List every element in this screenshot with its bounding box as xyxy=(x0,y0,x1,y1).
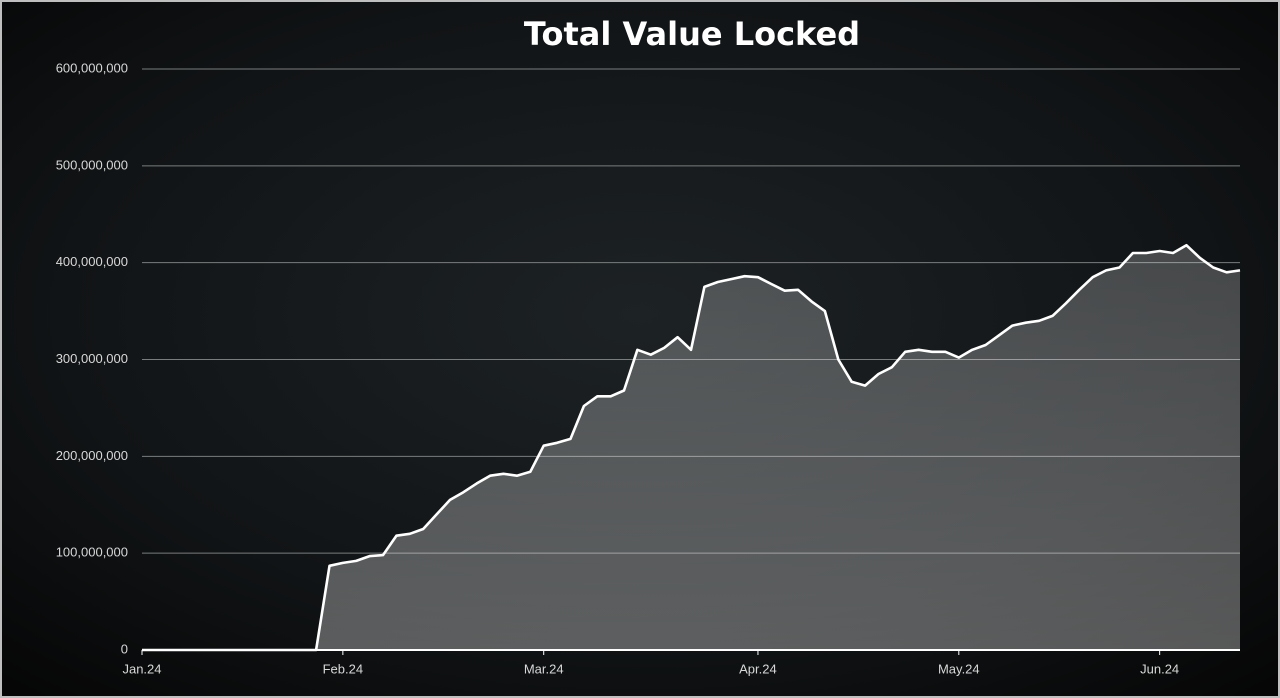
x-tick-label: May.24 xyxy=(938,661,980,676)
y-tick-label: 200,000,000 xyxy=(56,448,128,463)
y-tick-label: 100,000,000 xyxy=(56,545,128,560)
x-tick-label: Feb.24 xyxy=(323,661,363,676)
x-tick-label: Apr.24 xyxy=(739,661,777,676)
y-tick-label: 500,000,000 xyxy=(56,157,128,172)
area xyxy=(142,245,1240,650)
x-tick-label: Jan.24 xyxy=(122,661,161,676)
x-tick-label: Mar.24 xyxy=(524,661,564,676)
y-tick-label: 600,000,000 xyxy=(56,60,128,75)
line xyxy=(142,243,1241,652)
y-tick-label: 300,000,000 xyxy=(56,351,128,366)
y-tick-label: 0 xyxy=(121,641,128,656)
x-tick-label: Jun.24 xyxy=(1140,661,1179,676)
y-tick-label: 400,000,000 xyxy=(56,254,128,269)
chart-title: Total Value Locked xyxy=(524,15,860,53)
